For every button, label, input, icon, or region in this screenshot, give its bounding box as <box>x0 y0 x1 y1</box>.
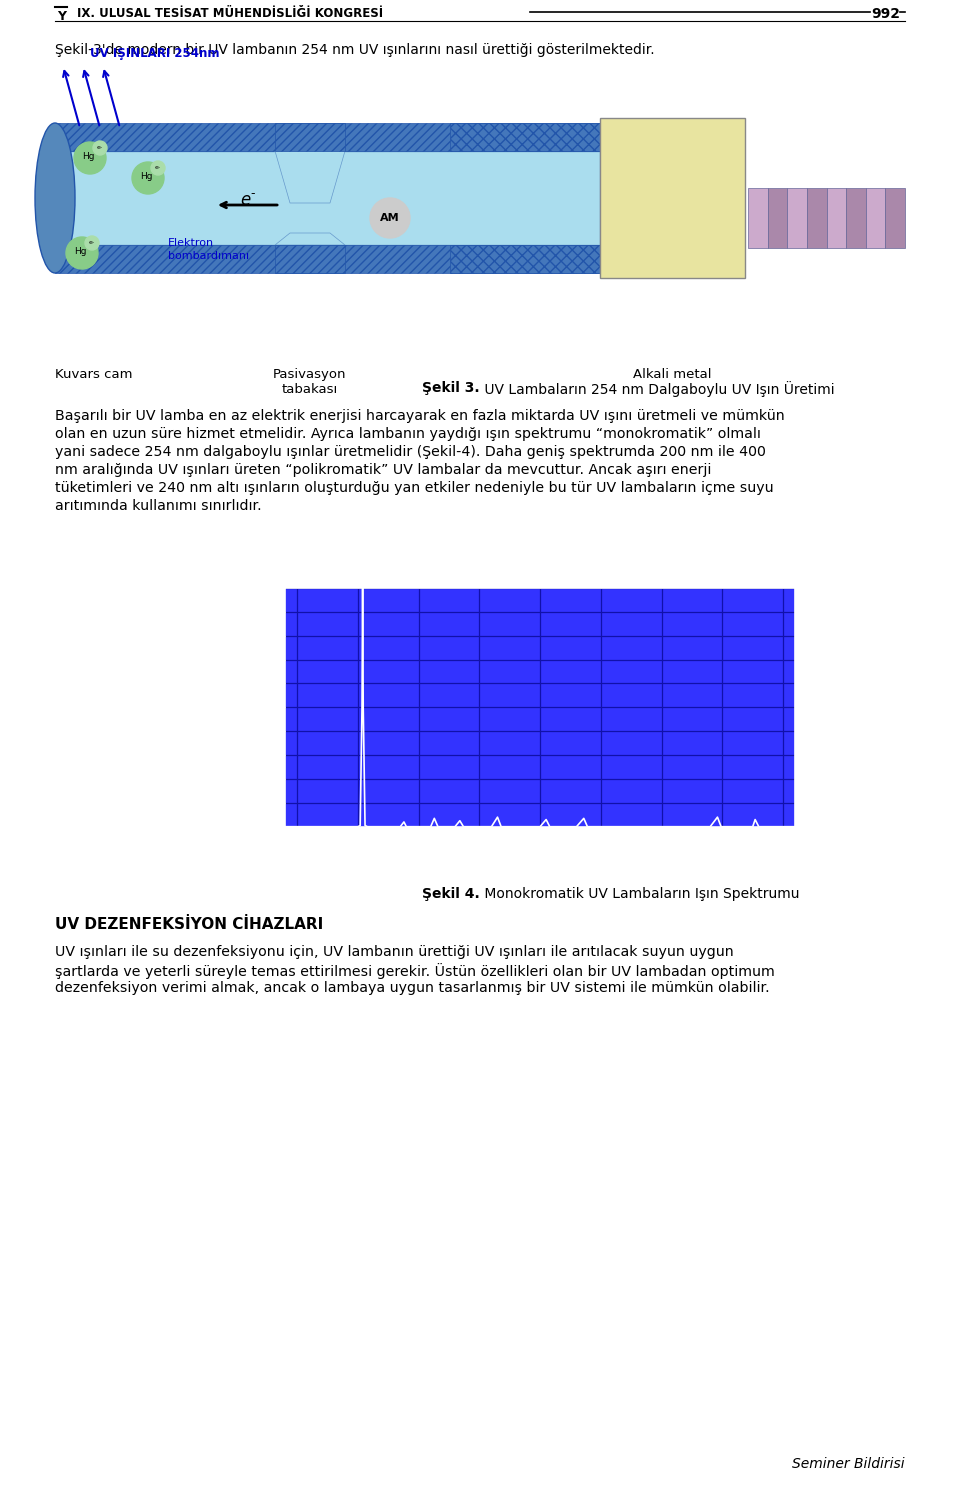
Circle shape <box>151 160 165 175</box>
Polygon shape <box>275 151 345 202</box>
Bar <box>768 187 787 247</box>
Bar <box>866 187 885 247</box>
Polygon shape <box>275 244 345 273</box>
Text: bombardımanı: bombardımanı <box>168 250 250 261</box>
Text: e-: e- <box>89 240 95 244</box>
Text: Monokromatik UV Lambaların Işın Spektrumu: Monokromatik UV Lambaların Işın Spektrum… <box>480 887 800 901</box>
Circle shape <box>93 141 107 154</box>
Text: Şekil 4.: Şekil 4. <box>422 887 480 901</box>
Text: e-: e- <box>97 144 103 150</box>
Text: UV Lambaların 254 nm Dalgaboylu UV Işın Üretimi: UV Lambaların 254 nm Dalgaboylu UV Işın … <box>480 381 834 397</box>
Text: UV IŞINLARI 254nm: UV IŞINLARI 254nm <box>90 46 220 60</box>
Bar <box>787 187 806 247</box>
Text: nm aralığında UV ışınları üreten “polikromatik” UV lambalar da mevcuttur. Ancak : nm aralığında UV ışınları üreten “polikr… <box>55 463 711 477</box>
Bar <box>827 187 846 247</box>
Bar <box>290 202 330 232</box>
Text: arıtımında kullanımı sınırlıdır.: arıtımında kullanımı sınırlıdır. <box>55 499 262 513</box>
Text: 992: 992 <box>872 7 900 21</box>
Bar <box>55 244 600 273</box>
Text: tüketimleri ve 240 nm altı ışınların oluşturduğu yan etkiler nedeniyle bu tür UV: tüketimleri ve 240 nm altı ışınların olu… <box>55 481 774 495</box>
Text: Seminer Bildirisi: Seminer Bildirisi <box>792 1457 905 1471</box>
Bar <box>55 123 600 151</box>
Bar <box>748 187 768 247</box>
Text: Hg: Hg <box>82 151 94 160</box>
Ellipse shape <box>35 123 75 273</box>
Circle shape <box>66 237 98 268</box>
Text: Başarılı bir UV lamba en az elektrik enerjisi harcayarak en fazla miktarda UV ış: Başarılı bir UV lamba en az elektrik ene… <box>55 409 784 423</box>
Text: Pasivasyon
tabakası: Pasivasyon tabakası <box>274 367 347 396</box>
Text: UV ışınları ile su dezenfeksiyonu için, UV lambanın ürettiği UV ışınları ile arı: UV ışınları ile su dezenfeksiyonu için, … <box>55 944 733 959</box>
Text: olan en uzun süre hizmet etmelidir. Ayrıca lambanın yaydığı ışın spektrumu “mono: olan en uzun süre hizmet etmelidir. Ayrı… <box>55 427 761 441</box>
Text: Elektron: Elektron <box>168 238 214 247</box>
Circle shape <box>132 162 164 193</box>
Text: Şekil 3.: Şekil 3. <box>422 381 480 396</box>
Circle shape <box>85 235 99 250</box>
Text: e-: e- <box>155 165 161 169</box>
Bar <box>846 187 866 247</box>
Text: e: e <box>240 190 251 208</box>
Circle shape <box>370 198 410 238</box>
Bar <box>600 118 745 277</box>
Polygon shape <box>275 123 345 151</box>
Text: seviyesi: seviyesi <box>188 721 241 735</box>
Bar <box>806 187 827 247</box>
Text: -: - <box>251 187 255 201</box>
Text: UV DEZENFEKSİYON CİHAZLARI: UV DEZENFEKSİYON CİHAZLARI <box>55 917 324 932</box>
Text: [%]: [%] <box>204 742 227 755</box>
Bar <box>885 187 905 247</box>
Text: Şekil-3'de modern bir UV lambanın 254 nm UV ışınlarını nasıl ürettiği gösterilme: Şekil-3'de modern bir UV lambanın 254 nm… <box>55 43 655 57</box>
Circle shape <box>74 142 106 174</box>
Text: Alkali metal: Alkali metal <box>633 367 711 381</box>
Text: Hg: Hg <box>74 246 86 255</box>
Bar <box>55 151 600 244</box>
Polygon shape <box>275 232 345 244</box>
Text: Enerji: Enerji <box>196 700 233 712</box>
Text: IX. ULUSAL TESİSAT MÜHENDİSLİĞİ KONGRESİ: IX. ULUSAL TESİSAT MÜHENDİSLİĞİ KONGRESİ <box>77 7 383 19</box>
Text: AM: AM <box>380 213 399 223</box>
Text: Monokromatik UV Lamba Işın Spektrumu: Monokromatik UV Lamba Işın Spektrumu <box>313 570 664 585</box>
Text: Y: Y <box>57 10 66 22</box>
Text: şartlarda ve yeterli süreyle temas ettirilmesi gerekir. Üstün özellikleri olan b: şartlarda ve yeterli süreyle temas ettir… <box>55 962 775 979</box>
Text: dezenfeksiyon verimi almak, ancak o lambaya uygun tasarlanmış bir UV sistemi ile: dezenfeksiyon verimi almak, ancak o lamb… <box>55 980 770 995</box>
Text: Hg: Hg <box>140 171 153 180</box>
Text: Kuvars cam: Kuvars cam <box>55 367 132 381</box>
X-axis label: Dalgaboyu [nm]: Dalgaboyu [nm] <box>486 856 594 869</box>
Text: yani sadece 254 nm dalgaboylu ışınlar üretmelidir (Şekil-4). Daha geniş spektrum: yani sadece 254 nm dalgaboylu ışınlar ür… <box>55 445 766 459</box>
Bar <box>450 123 600 151</box>
Bar <box>450 244 600 273</box>
